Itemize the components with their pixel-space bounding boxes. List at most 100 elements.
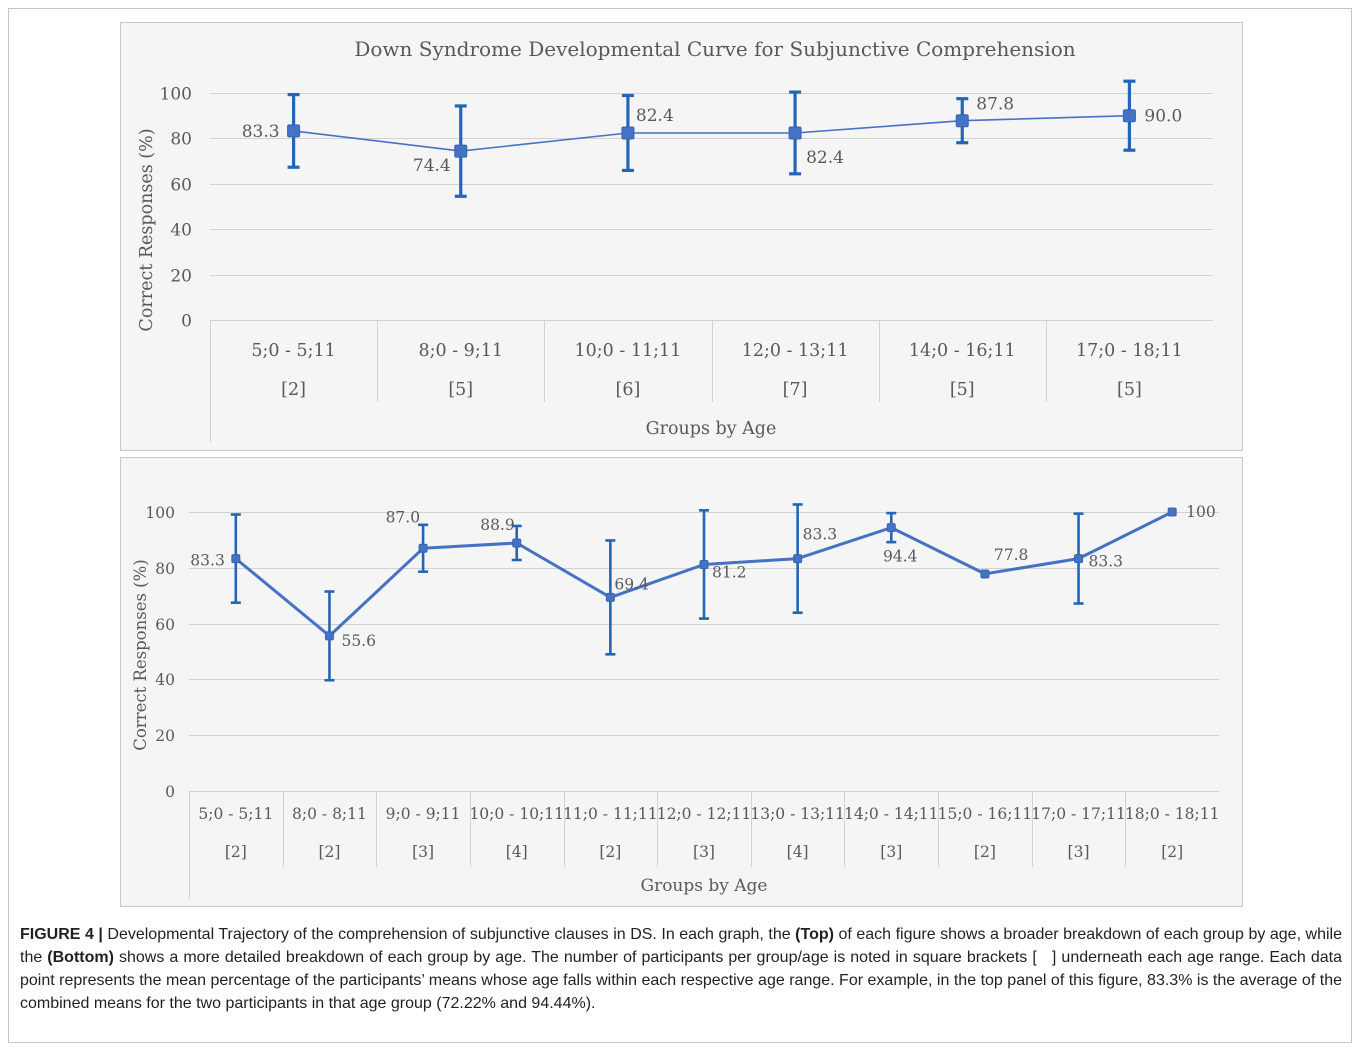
top-chart-data-label-1: 83.3 bbox=[242, 122, 280, 142]
figure-caption: FIGURE 4 | Developmental Trajectory of t… bbox=[20, 923, 1342, 1015]
bottom-chart-x-axis-label: Groups by Age bbox=[640, 876, 767, 896]
bottom-chart-y-tick-label-40: 40 bbox=[155, 671, 175, 689]
bottom-chart-data-label-8: 94.4 bbox=[883, 548, 918, 566]
bottom-chart-y-tick-label-100: 100 bbox=[145, 504, 175, 522]
bottom-chart-x-tick-label-11: 18;0 - 18;11 bbox=[1125, 805, 1220, 823]
bottom-chart-point-4 bbox=[512, 538, 522, 548]
bottom-chart-group-size-label-9: [2] bbox=[974, 843, 996, 861]
figure-frame bbox=[8, 8, 1352, 1043]
top-chart-x-axis-label: Groups by Age bbox=[646, 419, 777, 439]
bottom-chart-category-axis bbox=[189, 791, 1126, 899]
figure-charts: Down Syndrome Developmental Curve for Su… bbox=[120, 22, 1243, 907]
top-chart-y-tick-label-20: 20 bbox=[170, 266, 192, 286]
top-chart-point-4 bbox=[788, 126, 802, 140]
bottom-chart-point-2 bbox=[324, 631, 334, 641]
bottom-chart-data-label-5: 69.4 bbox=[614, 575, 649, 593]
top-chart: Down Syndrome Developmental Curve for Su… bbox=[120, 22, 1243, 451]
bottom-chart-point-8 bbox=[886, 523, 896, 533]
top-chart-y-tick-label-80: 80 bbox=[170, 129, 192, 149]
top-chart-point-3 bbox=[621, 126, 635, 140]
top-chart-group-size-label-5: [5] bbox=[950, 380, 975, 400]
top-chart-point-2 bbox=[454, 144, 468, 158]
top-chart-series-line bbox=[293, 114, 1130, 152]
bottom-chart-y-tick-label-60: 60 bbox=[155, 616, 175, 634]
bottom-chart-group-size-label-11: [2] bbox=[1161, 843, 1183, 861]
top-chart-data-label-2: 74.4 bbox=[413, 156, 451, 176]
top-chart-group-size-label-6: [5] bbox=[1117, 380, 1142, 400]
bottom-chart-point-6 bbox=[699, 559, 709, 569]
top-chart-gridlines bbox=[210, 93, 1213, 321]
bottom-chart-group-size-label-5: [2] bbox=[599, 843, 621, 861]
bottom-chart-group-size-label-3: [3] bbox=[412, 843, 434, 861]
bottom-chart-x-tick-label-5: 11;0 - 11;11 bbox=[563, 805, 658, 823]
bottom-chart-x-tick-label-10: 17;0 - 17;11 bbox=[1031, 805, 1126, 823]
bottom-chart-y-tick-label-0: 0 bbox=[165, 783, 175, 801]
bottom-chart-group-size-label-4: [4] bbox=[506, 843, 528, 861]
bottom-chart-y-tick-label-80: 80 bbox=[155, 560, 175, 578]
top-chart-x-tick-label-2: 8;0 - 9;11 bbox=[418, 341, 503, 361]
bottom-chart-data-label-1: 83.3 bbox=[190, 552, 225, 570]
bottom-chart-x-tick-label-4: 10;0 - 10;11 bbox=[469, 805, 564, 823]
bottom-chart-x-tick-label-7: 13;0 - 13;11 bbox=[750, 805, 845, 823]
top-chart-group-size-label-3: [6] bbox=[616, 380, 641, 400]
bottom-chart-data-label-4: 88.9 bbox=[480, 516, 515, 534]
caption-text-part-1: Developmental Trajectory of the comprehe… bbox=[102, 926, 796, 943]
top-chart-data-label-5: 87.8 bbox=[976, 95, 1014, 115]
bottom-chart-data-label-3: 87.0 bbox=[386, 508, 421, 526]
bottom-chart-point-9 bbox=[980, 569, 990, 579]
bottom-chart-group-size-label-8: [3] bbox=[880, 843, 902, 861]
bottom-chart-x-tick-label-6: 12;0 - 12;11 bbox=[657, 805, 752, 823]
bottom-chart-group-size-label-7: [4] bbox=[787, 843, 809, 861]
bottom-chart-x-tick-label-9: 15;0 - 16;11 bbox=[938, 805, 1033, 823]
bottom-chart-x-tick-label-1: 5;0 - 5;11 bbox=[198, 805, 273, 823]
bottom-chart-y-tick-label-20: 20 bbox=[155, 727, 175, 745]
bottom-chart-group-size-label-1: [2] bbox=[225, 843, 247, 861]
top-chart-data-label-6: 90.0 bbox=[1144, 107, 1182, 127]
bottom-chart-data-label-11: 100 bbox=[1186, 503, 1216, 521]
bottom-chart-point-11 bbox=[1167, 507, 1177, 517]
bottom-chart-x-tick-label-2: 8;0 - 8;11 bbox=[292, 805, 367, 823]
bottom-chart-point-1 bbox=[231, 554, 241, 564]
top-chart-y-tick-label-0: 0 bbox=[181, 311, 192, 331]
top-chart-group-size-label-2: [5] bbox=[448, 380, 473, 400]
top-chart-x-tick-label-6: 17;0 - 18;11 bbox=[1076, 341, 1183, 361]
bottom-chart-group-size-label-10: [3] bbox=[1068, 843, 1090, 861]
top-chart-y-tick-label-100: 100 bbox=[160, 84, 192, 104]
top-chart-x-tick-label-4: 12;0 - 13;11 bbox=[742, 341, 849, 361]
bottom-chart-panel bbox=[120, 457, 1243, 907]
top-chart-y-axis-label: Correct Responses (%) bbox=[137, 128, 157, 331]
top-chart-y-tick-label-60: 60 bbox=[170, 175, 192, 195]
top-chart-x-tick-label-5: 14;0 - 16;11 bbox=[909, 341, 1016, 361]
caption-figure-label: FIGURE 4 | bbox=[20, 926, 103, 943]
caption-text-part-2: of each figure shows a broader breakdown… bbox=[20, 926, 1343, 966]
top-chart-data-label-3: 82.4 bbox=[636, 106, 674, 126]
top-chart-category-axis bbox=[210, 320, 1047, 442]
top-chart-point-5 bbox=[955, 114, 969, 128]
bottom-chart-point-5 bbox=[605, 592, 615, 602]
caption-top-emphasis: (Top) bbox=[795, 926, 834, 943]
bottom-chart-point-7 bbox=[793, 554, 803, 564]
top-chart-point-1 bbox=[287, 124, 301, 138]
bottom-chart-data-label-7: 83.3 bbox=[803, 526, 838, 544]
bottom-chart-data-label-6: 81.2 bbox=[712, 563, 747, 581]
bottom-chart-x-tick-label-3: 9;0 - 9;11 bbox=[386, 805, 461, 823]
bottom-chart-x-tick-label-8: 14;0 - 14;11 bbox=[844, 805, 939, 823]
bottom-chart: Correct Responses (%) Groups by Age 0 20 4… bbox=[120, 457, 1243, 907]
top-chart-point-6 bbox=[1122, 109, 1136, 123]
bottom-chart-group-size-label-6: [3] bbox=[693, 843, 715, 861]
top-chart-group-size-label-1: [2] bbox=[281, 380, 306, 400]
top-chart-x-tick-label-3: 10;0 - 11;11 bbox=[575, 341, 682, 361]
top-chart-x-tick-label-1: 5;0 - 5;11 bbox=[251, 341, 336, 361]
bottom-chart-point-10 bbox=[1074, 554, 1084, 564]
bottom-chart-data-label-10: 83.3 bbox=[1089, 553, 1124, 571]
caption-text-part-3: shows a more detailed breakdown of each … bbox=[20, 949, 1342, 1012]
bottom-chart-data-label-2: 55.6 bbox=[341, 632, 376, 650]
bottom-chart-data-label-9: 77.8 bbox=[994, 546, 1029, 564]
top-chart-title: Down Syndrome Developmental Curve for Su… bbox=[354, 37, 1075, 61]
top-chart-data-label-4: 82.4 bbox=[806, 148, 844, 168]
bottom-chart-point-3 bbox=[418, 543, 428, 553]
bottom-chart-group-size-label-2: [2] bbox=[318, 843, 340, 861]
top-chart-group-size-label-4: [7] bbox=[783, 380, 808, 400]
bottom-chart-y-axis-label: Correct Responses (%) bbox=[131, 559, 150, 751]
top-chart-y-tick-label-40: 40 bbox=[170, 220, 192, 240]
